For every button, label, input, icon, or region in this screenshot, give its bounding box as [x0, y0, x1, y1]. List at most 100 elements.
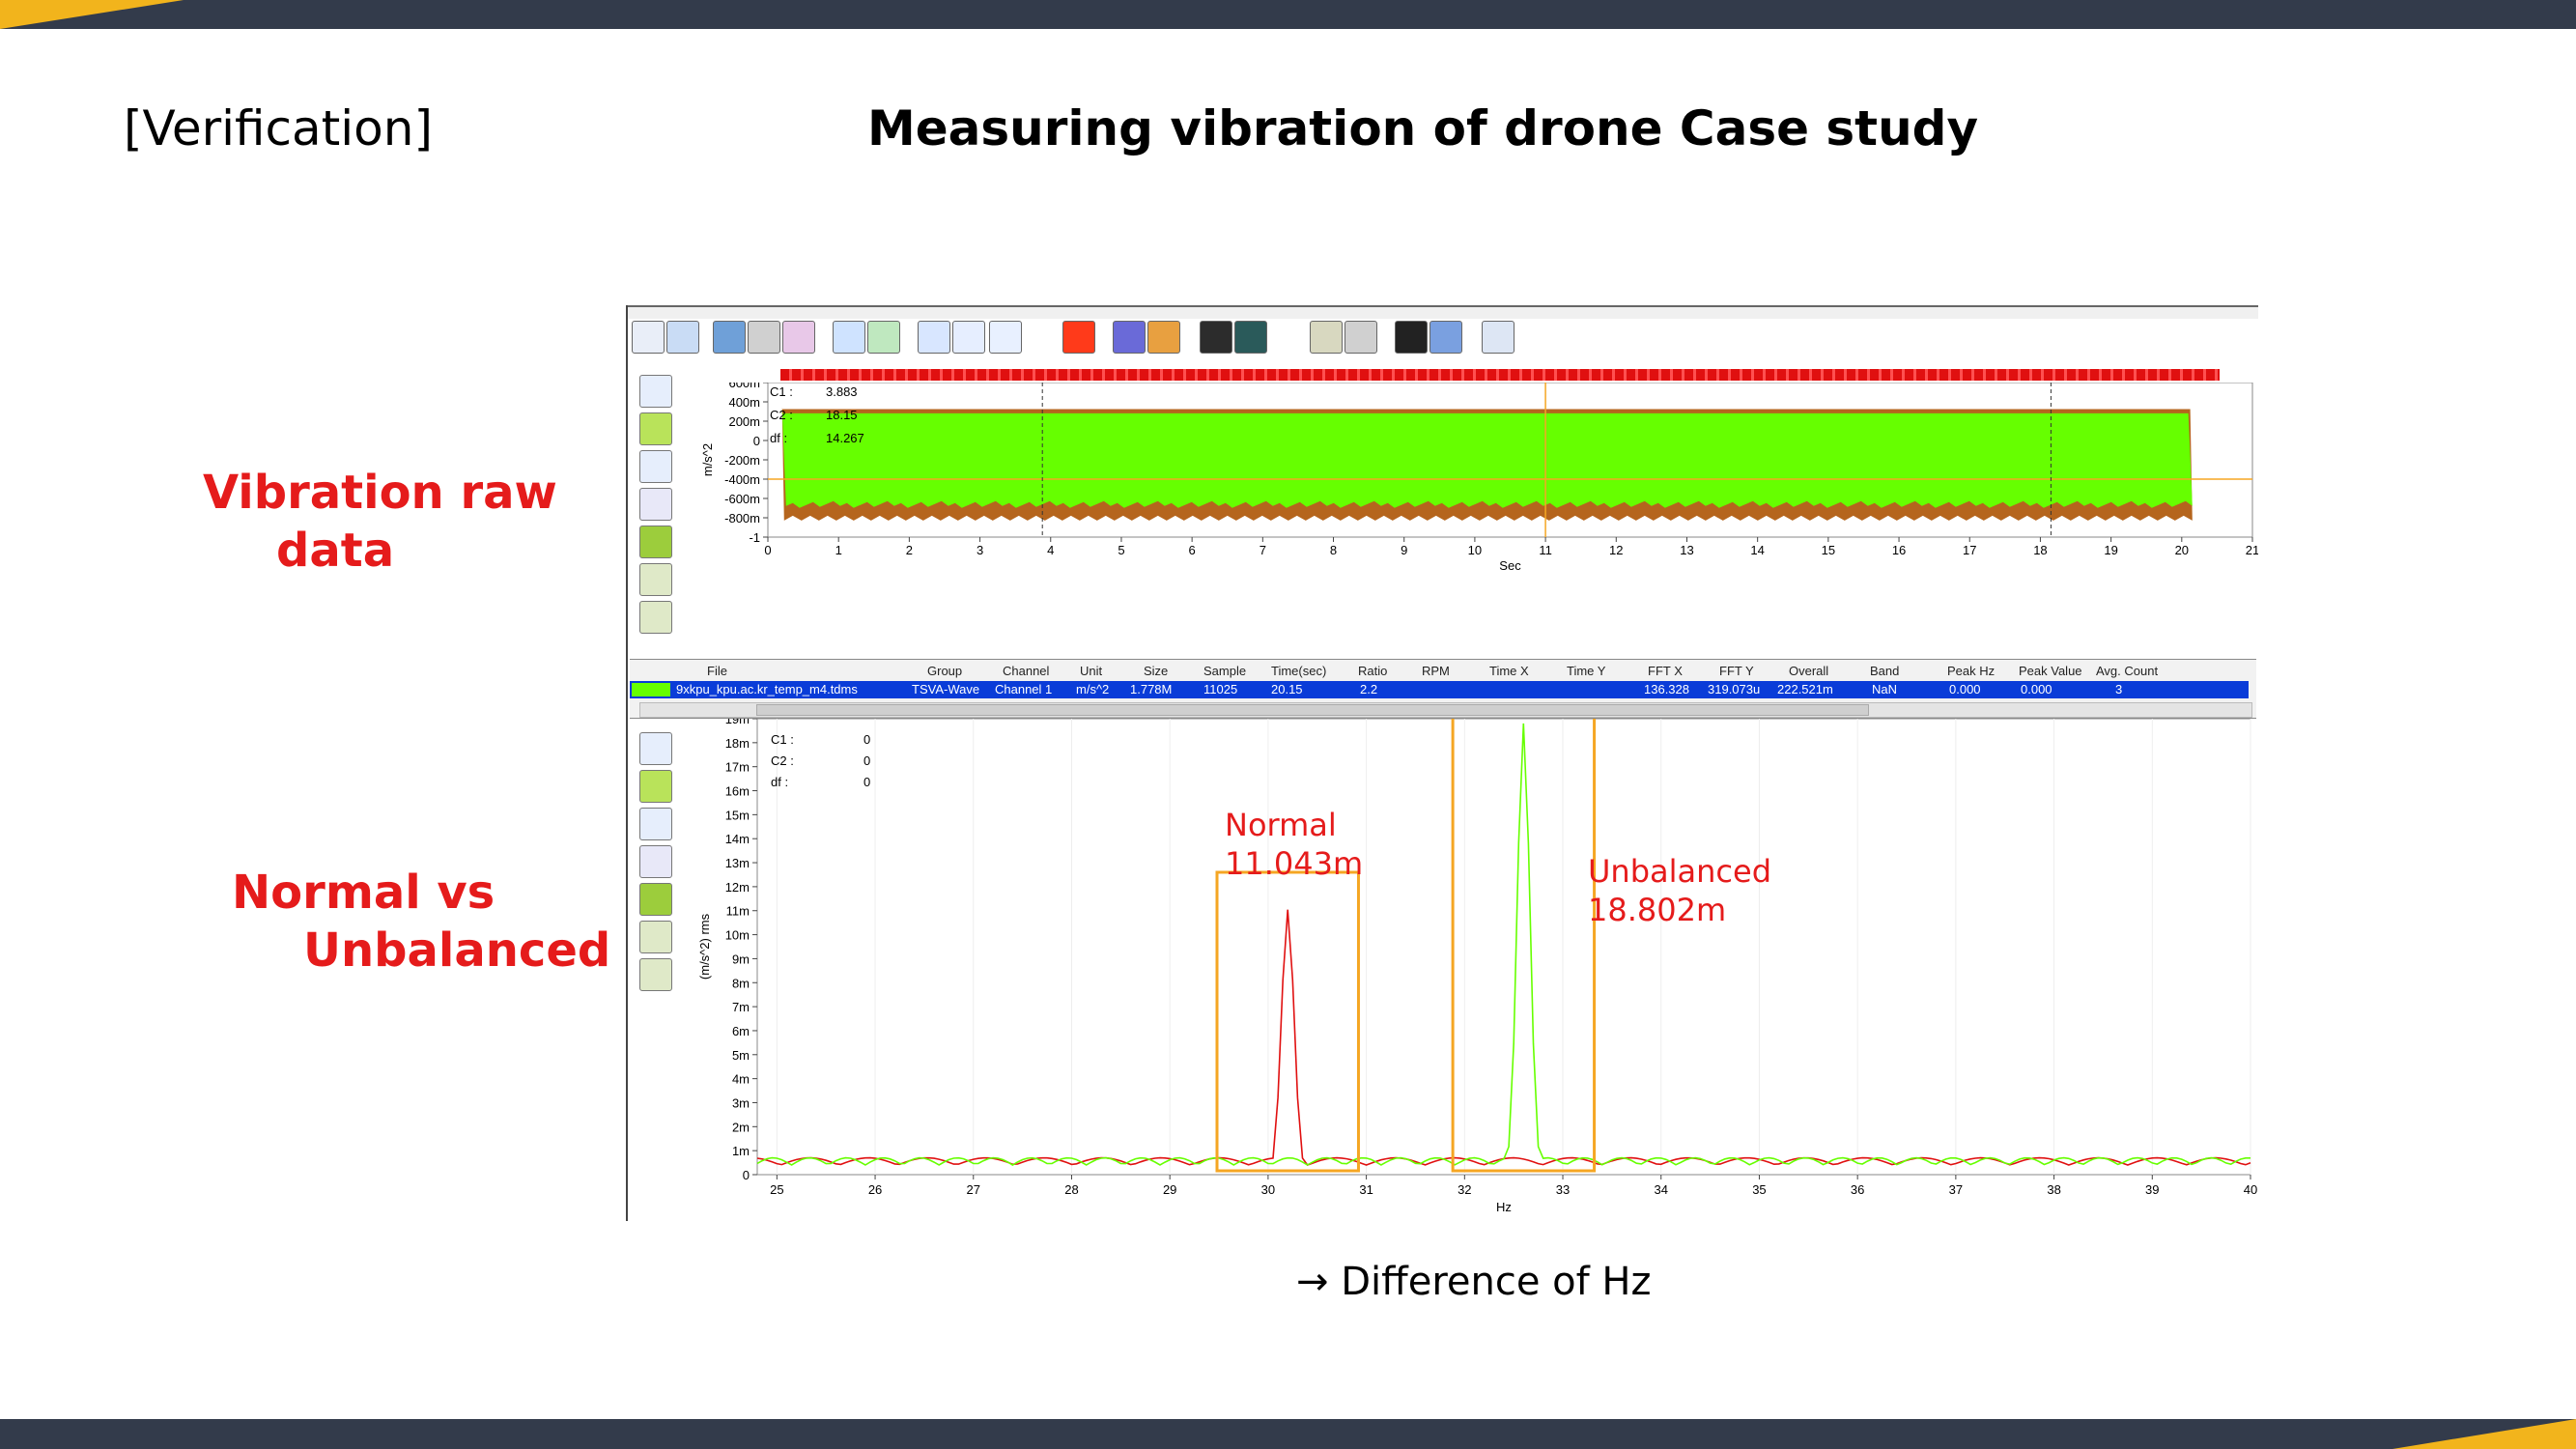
- table-cell: 9xkpu_kpu.ac.kr_temp_m4.tdms: [676, 682, 858, 696]
- pan-icon[interactable]: [639, 450, 672, 483]
- open-icon[interactable]: [666, 321, 699, 354]
- pointer-icon[interactable]: [639, 770, 672, 803]
- col-header[interactable]: Avg. Count: [2096, 664, 2159, 678]
- histogram-icon[interactable]: [952, 321, 985, 354]
- unbalanced-annot-line2: 18.802m: [1588, 892, 1727, 928]
- y-tick-label: -800m: [724, 511, 760, 526]
- waterfall-icon[interactable]: [782, 321, 815, 354]
- col-header[interactable]: Ratio: [1358, 664, 1388, 678]
- move-icon[interactable]: [639, 883, 672, 916]
- x-tick-label: 16: [1892, 543, 1906, 557]
- filter-icon[interactable]: [1310, 321, 1343, 354]
- peak-icon[interactable]: [989, 321, 1022, 354]
- x-tick-label: 37: [1949, 1182, 1963, 1197]
- table-cell: 11025: [1203, 682, 1238, 696]
- cursor-readout-label: C2 :: [771, 753, 794, 768]
- pointer-icon[interactable]: [639, 412, 672, 445]
- x-tick-label: 8: [1330, 543, 1337, 557]
- trend-icon[interactable]: [1430, 321, 1462, 354]
- horizontal-fit-icon[interactable]: [639, 601, 672, 634]
- col-header[interactable]: Peak Hz: [1947, 664, 1996, 678]
- pan-icon[interactable]: [639, 808, 672, 840]
- x-tick-label: 33: [1556, 1182, 1570, 1197]
- x-tick-label: 19: [2104, 543, 2117, 557]
- col-header[interactable]: Overall: [1789, 664, 1829, 678]
- curve-icon[interactable]: [1345, 321, 1377, 354]
- table-header: File Group Channel Unit Size Sample Time(sec) R…: [630, 662, 2256, 681]
- move-icon[interactable]: [639, 526, 672, 558]
- cursor-readout-value: 0: [863, 775, 870, 789]
- table-cell: Channel 1: [995, 682, 1053, 696]
- scrollbar-thumb[interactable]: [756, 704, 1869, 716]
- footer-note: → Difference of Hz: [1296, 1260, 1652, 1304]
- col-header[interactable]: Group: [927, 664, 963, 678]
- new-icon[interactable]: [632, 321, 665, 354]
- y-tick-label: 4m: [732, 1072, 750, 1087]
- wave-icon[interactable]: [918, 321, 950, 354]
- vertical-fit-icon[interactable]: [639, 921, 672, 953]
- col-header[interactable]: Time Y: [1567, 664, 1606, 678]
- table-row[interactable]: 9xkpu_kpu.ac.kr_temp_m4.tdms TSVA-Wave Cha…: [630, 681, 2249, 698]
- y-tick-label: 6m: [732, 1024, 750, 1038]
- cursor-icon[interactable]: [639, 845, 672, 878]
- col-header[interactable]: Peak Value: [2019, 664, 2082, 678]
- x-tick-label: 9: [1401, 543, 1407, 557]
- cursor-readout-value: 3.883: [826, 384, 858, 399]
- colormap-icon[interactable]: [1062, 321, 1095, 354]
- scope-icon[interactable]: [1200, 321, 1232, 354]
- x-tick-label: 25: [770, 1182, 783, 1197]
- cursor-readout-label: df :: [771, 775, 788, 789]
- zoom-in-icon[interactable]: [639, 732, 672, 765]
- col-header[interactable]: Time(sec): [1271, 664, 1327, 678]
- y-tick-label: -600m: [724, 492, 760, 506]
- zoom-in-icon[interactable]: [639, 375, 672, 408]
- col-header[interactable]: Channel: [1003, 664, 1050, 678]
- x-tick-label: 4: [1047, 543, 1054, 557]
- peak-highlight-box: [1215, 870, 1360, 1173]
- top-accent: [0, 0, 184, 29]
- arrow-icon: →: [1296, 1260, 1329, 1304]
- series-color-swatch: [632, 683, 670, 696]
- x-tick-label: 11: [1539, 543, 1552, 557]
- record-icon[interactable]: [748, 321, 780, 354]
- unbalanced-annot-line1: Unbalanced: [1588, 853, 1771, 890]
- order-icon[interactable]: [867, 321, 900, 354]
- x-tick-label: 31: [1359, 1182, 1373, 1197]
- monitor-icon[interactable]: [1395, 321, 1428, 354]
- y-tick-label: -200m: [724, 453, 760, 468]
- y-tick-label: 5m: [732, 1048, 750, 1063]
- vertical-fit-icon[interactable]: [639, 563, 672, 596]
- spectrogram-icon[interactable]: [1234, 321, 1267, 354]
- info-icon[interactable]: [1482, 321, 1514, 354]
- col-header[interactable]: FFT X: [1648, 664, 1683, 678]
- col-header[interactable]: Unit: [1080, 664, 1103, 678]
- x-tick-label: 0: [764, 543, 771, 557]
- cursor-icon[interactable]: [639, 488, 672, 521]
- y-tick-label: 10m: [725, 928, 750, 943]
- y-tick-label: -400m: [724, 472, 760, 487]
- y-tick-label: -1: [749, 530, 760, 545]
- peak-highlight-box: [1451, 719, 1597, 1173]
- col-header[interactable]: Band: [1870, 664, 1900, 678]
- col-header[interactable]: Time X: [1489, 664, 1529, 678]
- table-scrollbar[interactable]: [639, 702, 2252, 718]
- col-header[interactable]: File: [707, 664, 727, 678]
- horizontal-fit-icon[interactable]: [639, 958, 672, 991]
- spectrum-icon[interactable]: [833, 321, 865, 354]
- table-cell: 2.2: [1360, 682, 1378, 696]
- x-tick-label: 28: [1064, 1182, 1078, 1197]
- col-header[interactable]: Size: [1144, 664, 1169, 678]
- x-tick-label: 20: [2175, 543, 2189, 557]
- tdms-icon[interactable]: [713, 321, 746, 354]
- col-header[interactable]: RPM: [1422, 664, 1450, 678]
- spectrum-series-2: [756, 723, 2250, 1167]
- y-tick-label: 600m: [728, 383, 760, 390]
- col-header[interactable]: FFT Y: [1719, 664, 1754, 678]
- palette-icon[interactable]: [1147, 321, 1180, 354]
- x-tick-label: 26: [868, 1182, 882, 1197]
- y-tick-label: 400m: [728, 395, 760, 410]
- normal-annot-line1: Normal: [1225, 807, 1337, 843]
- y-tick-label: 8m: [732, 976, 750, 990]
- col-header[interactable]: Sample: [1203, 664, 1247, 678]
- edit-icon[interactable]: [1113, 321, 1146, 354]
